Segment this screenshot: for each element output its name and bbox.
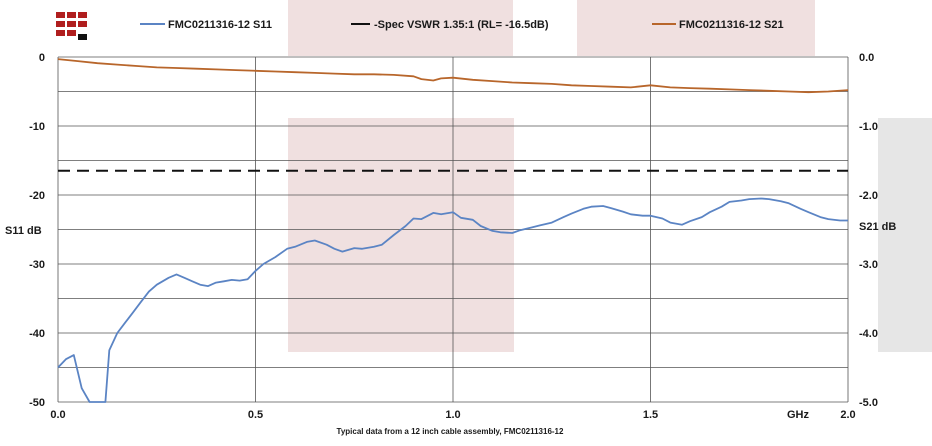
axis-ticks: 0 -10 -20 -30 -40 -50 0.0 -1.0 -2.0 -3.0 -4.0 -5.0 0… xyxy=(29,52,878,421)
watermark-band xyxy=(288,118,514,352)
y2-tick-label: -3.0 xyxy=(859,259,878,271)
watermark-band xyxy=(288,0,513,56)
x-tick-label: 0.5 xyxy=(248,409,263,421)
x-tick-label: 1.5 xyxy=(643,409,658,421)
series-line-2 xyxy=(57,58,849,94)
watermark-band xyxy=(577,0,815,56)
plot-series xyxy=(57,58,849,403)
y2-tick-label: 0.0 xyxy=(859,52,874,64)
y2-tick-label: -4.0 xyxy=(859,328,878,340)
series-line-0 xyxy=(57,197,848,403)
company-logo-icon xyxy=(56,12,87,40)
chart-caption: Typical data from a 12 inch cable assemb… xyxy=(337,427,564,436)
y-tick-label: -20 xyxy=(29,190,45,202)
x-tick-label: 2.0 xyxy=(840,409,855,421)
plot-grid xyxy=(57,56,849,403)
y2-tick-label: -5.0 xyxy=(859,397,878,409)
y-tick-label: 0 xyxy=(39,52,45,64)
watermark-band xyxy=(878,118,932,352)
y2-tick-label: -1.0 xyxy=(859,121,878,133)
y-tick-label: -40 xyxy=(29,328,45,340)
x-tick-label: 1.0 xyxy=(445,409,460,421)
legend-label-s21: FMC0211316-12 S21 xyxy=(679,19,784,31)
y2-tick-label: -2.0 xyxy=(859,190,878,202)
y-tick-label: -30 xyxy=(29,259,45,271)
legend: FMC0211316-12 S11 -Spec VSWR 1.35:1 (RL=… xyxy=(140,19,784,31)
x-tick-label: 0.0 xyxy=(50,409,65,421)
y-axis-title: S11 dB xyxy=(5,225,42,237)
y2-axis-title: S21 dB xyxy=(859,221,896,233)
y-tick-label: -10 xyxy=(29,121,45,133)
legend-label-s11: FMC0211316-12 S11 xyxy=(168,19,272,31)
y-tick-label: -50 xyxy=(29,397,45,409)
legend-label-spec: -Spec VSWR 1.35:1 (RL= -16.5dB) xyxy=(374,19,549,31)
x-axis-title: GHz xyxy=(787,409,810,421)
